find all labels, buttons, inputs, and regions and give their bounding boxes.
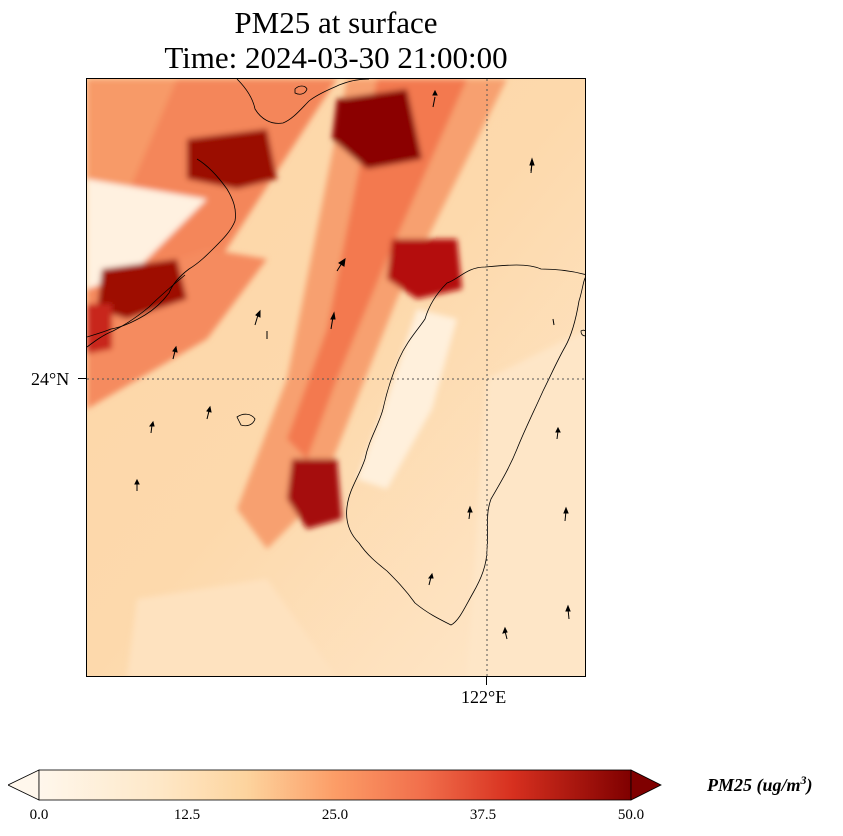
wind-vector	[172, 350, 176, 360]
coastline-islet-north	[294, 85, 308, 95]
colorbar-tick-label: 0.0	[29, 807, 49, 823]
coastline-islet-east	[580, 329, 585, 337]
wind-vector-head	[555, 426, 561, 433]
colorbar-title-end: )	[806, 775, 813, 795]
colorbar-title-superscript: 3	[800, 773, 807, 787]
colorbar-extend-min	[8, 769, 40, 801]
colorbar-extend-max	[630, 769, 662, 801]
colorbar-tick-label: 50.0	[617, 807, 645, 823]
colorbar-tick-label: 12.5	[173, 807, 201, 823]
lat-tick-mark	[78, 378, 86, 379]
wind-vector-head	[330, 311, 336, 320]
wind-vector-head	[338, 257, 346, 267]
coastline-taiwan-island	[346, 264, 585, 626]
coastlines	[87, 79, 585, 626]
colorbar-title-main: PM25 (ug/m	[707, 775, 801, 795]
colorbar-title: PM25 (ug/m3)	[707, 773, 813, 796]
light-region-southeast	[467, 330, 585, 676]
latitude-label: 24°N	[31, 369, 70, 389]
hotspot-southwest-taiwan	[287, 459, 342, 529]
plume-main-inner	[287, 79, 467, 459]
pm25-plumes	[87, 79, 585, 676]
map-title-line-2: Time: 2024-03-30 21:00:00	[164, 40, 508, 75]
light-region-south	[127, 579, 336, 676]
pm25-field-map	[87, 79, 585, 676]
wind-vector	[254, 314, 259, 326]
longitude-label: 122°E	[461, 687, 507, 707]
map-title-line-1: PM25 at surface	[234, 5, 438, 40]
colorbar-gradient	[38, 769, 632, 801]
wind-vector-head	[432, 89, 438, 96]
wind-vector-head	[172, 345, 178, 353]
coastline-china-south	[87, 274, 186, 348]
wind-vector-head	[149, 420, 155, 427]
coastline-penghu	[236, 413, 256, 427]
wind-vectors	[134, 89, 571, 640]
wind-vector-head	[428, 572, 434, 579]
wind-vector-head	[467, 505, 473, 513]
wind-vector-head	[206, 405, 212, 413]
hotspot-northeast-taiwan	[387, 239, 462, 299]
colorbar-tick-label: 25.0	[321, 807, 349, 823]
hotspot-west-edge	[87, 304, 112, 354]
hotspot-west	[97, 259, 187, 319]
wind-vector	[432, 96, 436, 108]
wind-vector-head	[255, 309, 261, 318]
hotspot-north-center	[332, 89, 422, 169]
wind-vector-head	[502, 626, 508, 634]
lon-tick-mark	[486, 677, 487, 685]
wind-vector	[552, 318, 555, 326]
coastline-china-north	[236, 79, 370, 124]
wind-vector	[206, 410, 210, 420]
wind-vector-head	[134, 478, 140, 485]
clean-band-island	[357, 309, 457, 489]
colorbar	[8, 769, 662, 801]
wind-vector-head	[563, 506, 569, 514]
wind-vector-head	[565, 604, 571, 612]
map-panel	[86, 78, 586, 677]
hotspot-north-left	[187, 129, 277, 189]
colorbar-tick-label: 37.5	[469, 807, 497, 823]
wind-vector	[530, 162, 533, 172]
